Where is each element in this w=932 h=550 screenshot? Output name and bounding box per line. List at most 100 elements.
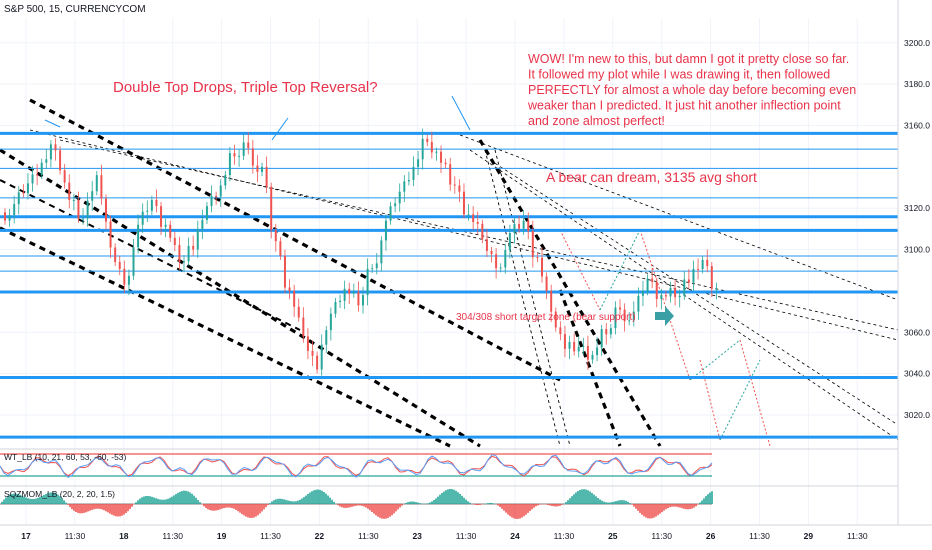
candle-body — [697, 268, 700, 270]
trendline — [484, 149, 561, 447]
indicator-name: WT_LB (10, 21, 60, 53, -60, -53) — [4, 452, 127, 462]
trendline — [59, 139, 899, 331]
price-tick-label: 3160.0 — [904, 121, 930, 131]
candle-body — [389, 206, 392, 221]
candle-body — [127, 275, 130, 285]
candle-body — [293, 290, 296, 307]
candle-body — [499, 267, 502, 269]
time-tick-label: 11:30 — [456, 531, 477, 541]
candle-body — [297, 306, 300, 318]
time-tick-label: 19 — [217, 531, 227, 541]
candle-body — [242, 142, 245, 156]
candle-body — [444, 162, 447, 165]
candle-body — [233, 153, 236, 157]
candle-body — [687, 279, 690, 283]
candle-body — [72, 199, 75, 201]
candle-body — [485, 239, 488, 251]
candle-body — [137, 224, 140, 248]
candle-body — [320, 344, 323, 370]
candle-body — [545, 276, 548, 291]
price-tick-label: 3060.0 — [904, 327, 930, 337]
annotation-note-line: PERFECTLY for almost a whole day before … — [528, 83, 856, 97]
candle-body — [251, 148, 254, 166]
candle-body — [586, 346, 589, 360]
candle-body — [407, 179, 410, 182]
candle-body — [274, 230, 277, 242]
price-axis[interactable]: 3200.0 3180.0 3160.0 3120.0 3100.0 3060.0 3040… — [897, 0, 932, 550]
candle-body — [371, 268, 374, 270]
time-axis[interactable]: 17 11:30 18 11:30 19 11:30 22 11:30 23 11:30 24 11:… — [0, 524, 932, 541]
candle-body — [201, 219, 204, 229]
candle-body — [710, 266, 713, 289]
projection-line — [699, 359, 721, 441]
candle-body — [495, 254, 498, 269]
candles — [4, 128, 718, 376]
candle-body — [13, 204, 16, 216]
candle-body — [100, 175, 103, 199]
candle-body — [481, 223, 484, 240]
candle-body — [22, 192, 25, 194]
candle-body — [577, 346, 580, 352]
time-tick-label: 11:30 — [260, 531, 281, 541]
projection-line — [719, 359, 761, 441]
candle-body — [59, 150, 62, 171]
candle-body — [123, 268, 126, 285]
symbol-title: S&P 500, 15, CURRENCYCOM — [4, 4, 146, 15]
candle-body — [348, 288, 351, 294]
candle-body — [513, 224, 516, 234]
candle-body — [440, 151, 443, 163]
candle-body — [449, 164, 452, 185]
time-tick-label: 23 — [412, 531, 422, 541]
candle-body — [701, 259, 704, 270]
candle-body — [609, 328, 612, 335]
price-tick-label: 3120.0 — [904, 203, 930, 213]
candle-body — [86, 200, 89, 219]
candle-body — [637, 295, 640, 312]
time-tick-label: 11:30 — [162, 531, 183, 541]
candle-body — [357, 291, 360, 306]
candle-body — [141, 211, 144, 225]
candle-body — [518, 224, 521, 229]
annotation-bear: A bear can dream, 3135 avg short — [546, 169, 757, 185]
candle-body — [160, 206, 163, 227]
candle-body — [646, 278, 649, 292]
annotation-note-line: It followed my plot while I was drawing … — [528, 68, 830, 82]
candle-body — [302, 317, 305, 337]
candle-body — [173, 237, 176, 245]
trendline — [558, 289, 622, 447]
annotation-note-line: weaker than I predicted. It just hit ano… — [527, 99, 841, 113]
candle-body — [132, 247, 135, 276]
candle-body — [95, 175, 98, 192]
candle-body — [541, 257, 543, 277]
candle-body — [238, 155, 241, 157]
projection-line — [689, 339, 741, 381]
candle-body — [155, 199, 158, 207]
time-tick-label: 11:30 — [554, 531, 575, 541]
annotation-double-top: Double Top Drops, Triple Top Reversal? — [113, 79, 378, 96]
candle-body — [210, 195, 213, 207]
time-tick-label: 11:30 — [65, 531, 86, 541]
arrow-target-zone — [655, 306, 674, 326]
candle-body — [573, 341, 576, 352]
candle-body — [458, 185, 461, 192]
annotations: Double Top Drops, Triple Top Reversal? WO… — [44, 52, 856, 326]
candle-body — [36, 174, 39, 176]
candle-body — [605, 329, 608, 335]
candle-body — [632, 311, 635, 321]
wt-line-1 — [0, 455, 713, 477]
candle-body — [288, 287, 291, 291]
candle-body — [453, 184, 456, 186]
candle-body — [715, 288, 718, 290]
candle-body — [435, 151, 438, 153]
candle-body — [568, 341, 571, 349]
candle-body — [412, 166, 415, 180]
candle-body — [109, 221, 112, 248]
candle-body — [40, 162, 43, 175]
candle-body — [591, 355, 594, 360]
time-tick-label: 29 — [804, 531, 814, 541]
candle-body — [536, 257, 539, 259]
candle-body — [669, 287, 672, 297]
candle-body — [265, 166, 268, 187]
candle-body — [403, 181, 406, 192]
candle-body — [508, 233, 511, 251]
